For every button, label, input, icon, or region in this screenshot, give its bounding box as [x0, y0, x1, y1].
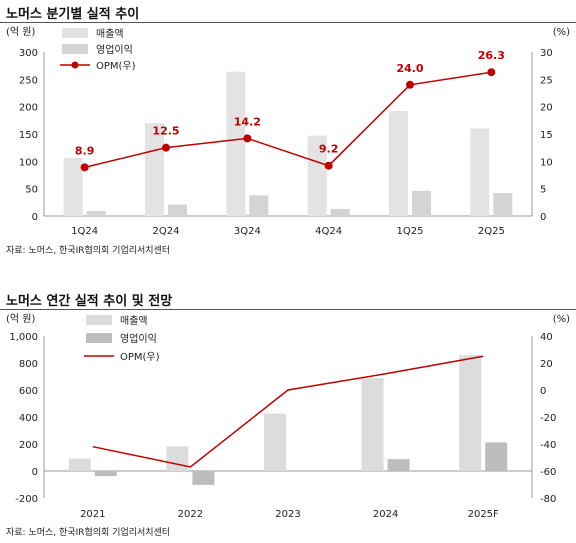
- chart2-y2tick: -60: [540, 467, 556, 478]
- chart1-y2tick: 0: [540, 212, 546, 223]
- chart2-xtick: 2021: [80, 509, 105, 520]
- chart1-ytick: 50: [25, 185, 38, 196]
- chart1-svg: (억 원) (%) 0 50 100 150 200 250 300 0 5 10 15 20 25 30 1Q…: [6, 26, 570, 237]
- chart1-title: 노머스 분기별 실적 추이: [6, 7, 140, 22]
- chart1-ytick: 150: [19, 130, 38, 141]
- chart1-opm-point: [324, 161, 333, 170]
- chart1-bar-sales: [226, 71, 246, 217]
- chart2-y2tick: 40: [540, 332, 553, 343]
- chart2-xtick: 2022: [178, 509, 203, 520]
- chart2-legend-swatch: [86, 315, 112, 325]
- chart1-opm-point: [406, 80, 414, 89]
- chart2-y2tick: -80: [540, 494, 556, 505]
- chart1-opm-label: 12.5: [152, 125, 179, 138]
- chart1-xtick: 2Q25: [478, 226, 505, 237]
- chart2-bar-sales: [459, 355, 482, 471]
- chart2-left-unit: (억 원): [6, 313, 35, 325]
- chart2-legend-swatch: [86, 333, 112, 343]
- chart1-bar-sales: [63, 158, 83, 216]
- chart1-opm-label: 24.0: [396, 62, 423, 75]
- chart1-ytick: 100: [19, 157, 38, 168]
- chart1-opm-point: [80, 163, 89, 172]
- chart2-y2tick: 0: [540, 386, 546, 397]
- chart2-legend-label: OPM(우): [120, 351, 160, 363]
- chart1-bar-sales: [389, 111, 408, 216]
- chart1-xtick: 1Q25: [397, 226, 424, 237]
- chart1-legend-swatch: [62, 44, 88, 54]
- chart1-bar-op: [249, 195, 269, 216]
- chart1-bar-op: [493, 193, 513, 216]
- chart1-opm-point: [243, 134, 252, 143]
- chart1-bar-op: [86, 211, 106, 216]
- chart2-bar-op: [387, 459, 410, 471]
- chart2-bar-sales: [166, 446, 189, 471]
- chart1-bar-sales: [307, 135, 327, 216]
- chart2-ytick: 200: [19, 440, 38, 451]
- chart1-ytick: 0: [32, 212, 38, 223]
- chart1-y2tick: 25: [540, 75, 553, 86]
- chart2-y2tick: -40: [540, 440, 556, 451]
- chart2-ytick: 1,000: [9, 332, 38, 343]
- chart2-opm-line: [92, 355, 484, 468]
- chart2-ytick: 0: [32, 467, 38, 478]
- chart2-bar-op: [94, 471, 117, 477]
- chart1-source: 자료: 노머스, 한국IR협의회 기업리서치센터: [6, 246, 171, 256]
- chart2-source: 자료: 노머스, 한국IR협의회 기업리서치센터: [6, 528, 171, 538]
- chart1-xtick: 3Q24: [234, 226, 261, 237]
- chart1-xtick: 2Q24: [153, 226, 180, 237]
- chart1-legend-swatch: [62, 28, 88, 38]
- chart1-y2tick: 15: [540, 130, 553, 141]
- chart1-bar-op: [330, 208, 350, 216]
- chart2-legend-label: 매출액: [120, 315, 148, 327]
- chart1-title-rule: [0, 22, 576, 23]
- chart1-right-unit: (%): [553, 27, 570, 38]
- chart2-bar-sales: [361, 378, 384, 471]
- chart1-opm-label: 8.9: [75, 144, 95, 157]
- chart1-bar-op: [168, 204, 187, 216]
- chart2-y2tick: -20: [540, 413, 556, 424]
- chart2-bar-op: [192, 471, 215, 485]
- chart2-bar-op: [485, 442, 508, 471]
- chart2-bar-sales: [68, 458, 91, 471]
- chart1-legend-marker: [71, 61, 79, 69]
- chart2-y2tick: 20: [540, 359, 553, 370]
- chart2-ytick: -200: [15, 494, 38, 505]
- chart2-bar-sales: [264, 413, 286, 471]
- chart1-bar-op: [412, 190, 431, 216]
- chart1-opm-label: 14.2: [234, 115, 261, 128]
- chart2-right-unit: (%): [553, 314, 570, 325]
- chart1-opm-point: [487, 68, 496, 77]
- chart1-ytick: 250: [19, 75, 38, 86]
- chart1-y2tick: 30: [540, 48, 553, 59]
- chart1-legend-label: 매출액: [96, 28, 124, 40]
- chart1-bar-sales: [145, 123, 164, 216]
- chart2-xtick: 2023: [275, 509, 300, 520]
- chart1-legend-label: OPM(우): [96, 60, 136, 72]
- chart1-opm-line: [84, 71, 492, 169]
- chart1-legend-label: 영업이익: [96, 43, 133, 56]
- chart1-opm-label: 9.2: [319, 143, 339, 156]
- chart1-y2tick: 10: [540, 157, 553, 168]
- chart2-ytick: 600: [19, 386, 38, 397]
- chart2-ytick: 800: [19, 359, 38, 370]
- chart1-opm-point: [162, 143, 170, 152]
- chart1-ytick: 300: [19, 48, 38, 59]
- chart2-ytick: 400: [19, 413, 38, 424]
- chart1-y2tick: 20: [540, 103, 553, 114]
- chart2-xtick: 2025F: [468, 509, 499, 520]
- chart2-xtick: 2024: [373, 509, 398, 520]
- chart1-xtick: 1Q24: [71, 226, 98, 237]
- chart1-ytick: 200: [19, 103, 38, 114]
- chart2-legend-label: 영업이익: [120, 332, 157, 345]
- chart2-title: 노머스 연간 실적 추이 및 전망: [6, 294, 173, 309]
- chart1-y2tick: 5: [540, 185, 546, 196]
- chart2-title-rule: [0, 309, 576, 310]
- chart1-bar-sales: [470, 128, 490, 216]
- chart1-xtick: 4Q24: [315, 226, 342, 237]
- chart2-svg: (억 원) (%)-20002004006008001,000-80-60-40-…: [6, 313, 570, 520]
- chart1-left-unit: (억 원): [6, 26, 35, 38]
- chart1-opm-label: 26.3: [478, 49, 505, 62]
